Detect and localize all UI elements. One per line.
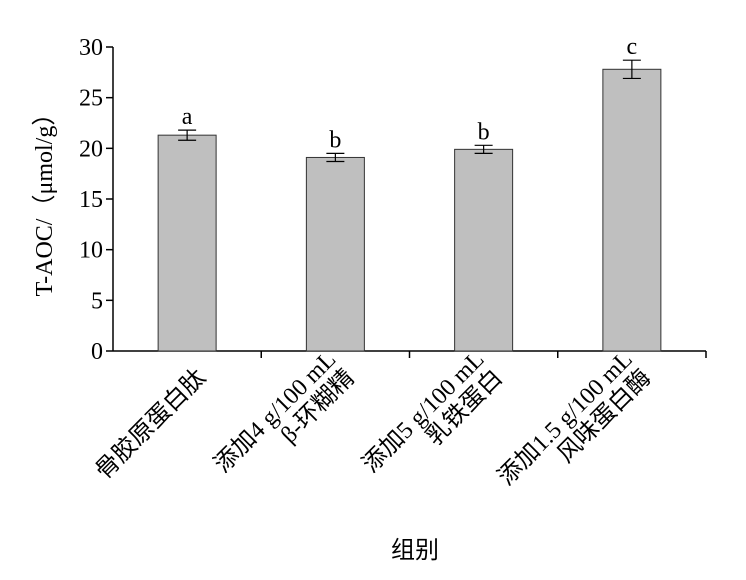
- x-tick-label-line: 骨胶原蛋白肽: [90, 364, 211, 485]
- x-tick-label: 添加4 g/100 mLβ-环糊精: [209, 346, 360, 478]
- y-tick-label: 5: [91, 288, 103, 314]
- significance-letter: b: [478, 119, 490, 145]
- y-tick-label: 10: [79, 238, 103, 264]
- error-bar: [474, 144, 493, 154]
- y-axis-label: T-AOC/（μmol/g）: [32, 102, 58, 297]
- significance-letter: a: [182, 104, 193, 130]
- y-tick-label: 30: [79, 35, 103, 61]
- bar: [157, 134, 217, 352]
- y-tick-label: 15: [79, 187, 103, 213]
- y-tick-label: 0: [91, 339, 103, 365]
- bar: [602, 68, 662, 352]
- x-axis-label: 组别: [391, 537, 439, 564]
- bar: [305, 156, 365, 352]
- error-bar: [178, 129, 197, 141]
- y-tick-label: 25: [79, 86, 103, 112]
- error-bar: [326, 152, 345, 163]
- significance-letter: c: [627, 34, 638, 60]
- x-tick-label: 骨胶原蛋白肽: [90, 364, 211, 485]
- y-tick-label: 20: [79, 136, 103, 162]
- error-bar: [622, 59, 641, 80]
- significance-letter: b: [329, 127, 341, 153]
- bar: [454, 148, 514, 352]
